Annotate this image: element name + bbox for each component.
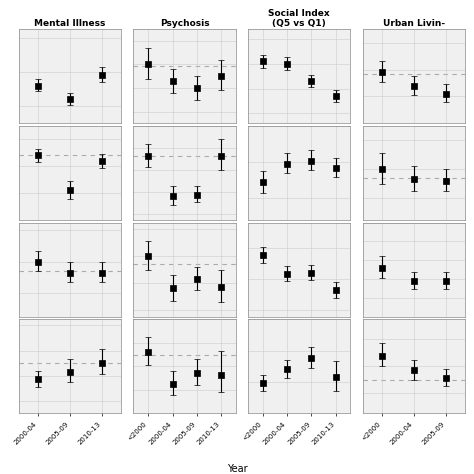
Text: Year: Year	[227, 464, 247, 474]
Title: Social Index
(Q5 vs Q1): Social Index (Q5 vs Q1)	[268, 9, 330, 28]
Title: Mental Illness: Mental Illness	[35, 19, 106, 28]
Title: Psychosis: Psychosis	[160, 19, 210, 28]
Title: Urban Livin-: Urban Livin-	[383, 19, 445, 28]
